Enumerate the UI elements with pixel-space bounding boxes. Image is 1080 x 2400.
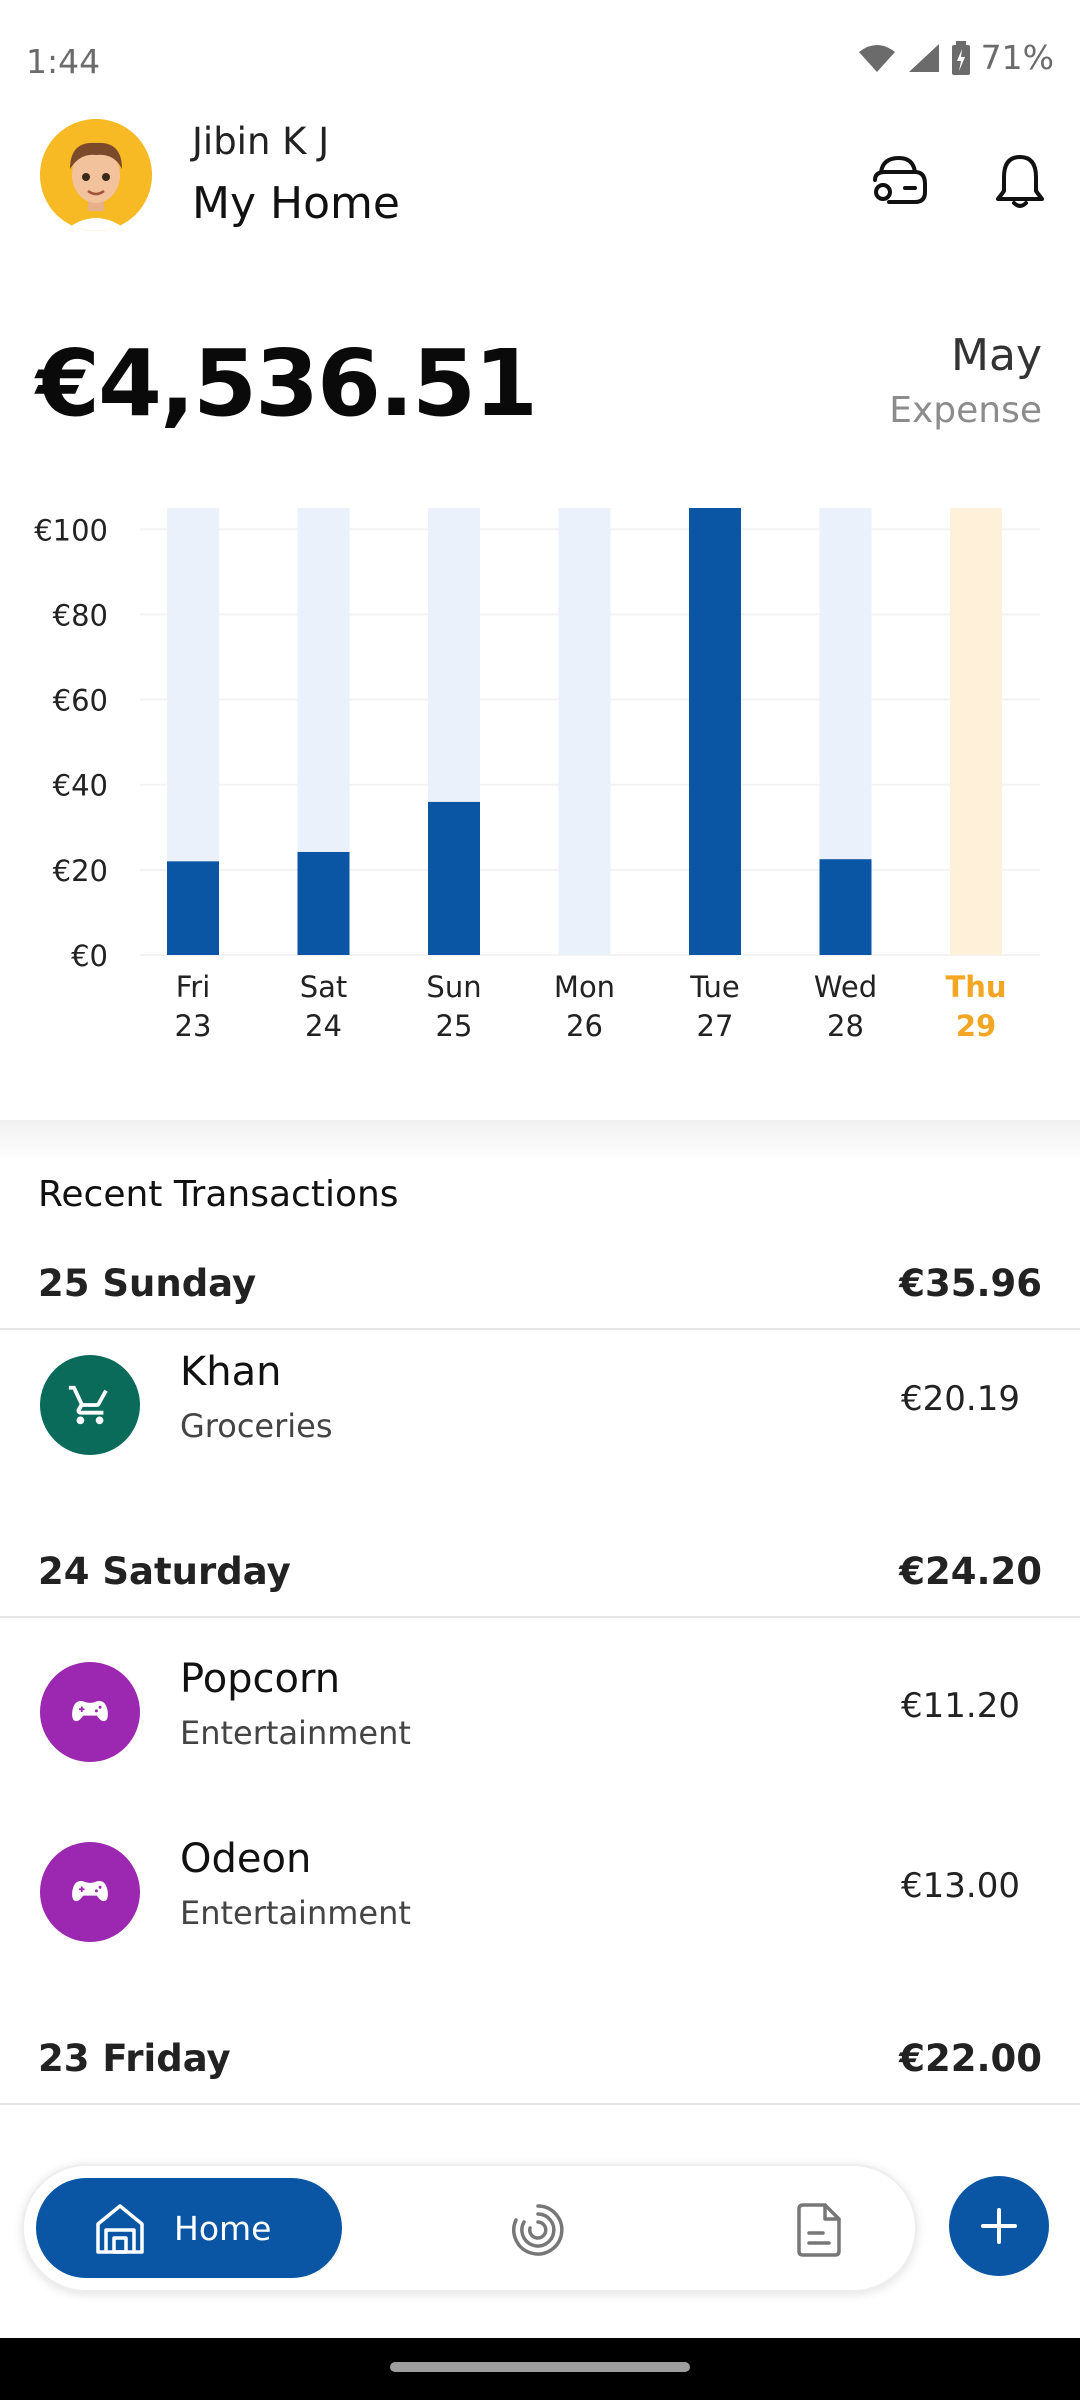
expense-summary: €4,536.51 May Expense bbox=[0, 300, 1080, 460]
bar[interactable] bbox=[297, 851, 350, 955]
x-tick-day-number: 24 bbox=[305, 1009, 342, 1043]
shopping-cart-icon bbox=[68, 1385, 108, 1425]
home-name[interactable]: My Home bbox=[192, 178, 400, 229]
user-name: Jibin K J bbox=[192, 120, 330, 163]
home-icon bbox=[96, 2204, 144, 2254]
x-tick-day-name: Mon bbox=[554, 970, 615, 1004]
transaction-title: Khan bbox=[180, 1349, 282, 1395]
transaction-item[interactable]: Khan Groceries €20.19 bbox=[0, 1335, 1080, 1465]
add-transaction-button[interactable] bbox=[949, 2176, 1049, 2276]
transaction-item[interactable]: Popcorn Entertainment €11.20 bbox=[0, 1642, 1080, 1772]
y-tick-label: €60 bbox=[53, 684, 108, 718]
piggy-bank-button[interactable] bbox=[865, 146, 935, 216]
x-tick-day-name: Sun bbox=[426, 970, 481, 1004]
x-tick-day-number: 27 bbox=[697, 1009, 734, 1043]
x-tick-day-name: Fri bbox=[176, 970, 211, 1004]
plus-icon bbox=[981, 2208, 1017, 2244]
day-total: €22.00 bbox=[899, 2037, 1042, 2080]
transaction-category: Entertainment bbox=[180, 1894, 411, 1932]
bar-track[interactable] bbox=[950, 508, 1002, 955]
y-tick-label: €0 bbox=[71, 939, 108, 973]
day-total: €24.20 bbox=[899, 1550, 1042, 1593]
category-icon-wrapper bbox=[40, 1842, 140, 1942]
status-bar: 1:44 71% bbox=[0, 0, 1080, 110]
bar-track[interactable] bbox=[558, 508, 611, 955]
x-tick-day-name: Tue bbox=[689, 970, 740, 1004]
total-expense-amount: €4,536.51 bbox=[36, 330, 538, 437]
battery-icon bbox=[951, 40, 970, 75]
weekly-expense-chart: €100 €80 €60 €40 €20 €0 Fri 23 Sat 24 Sun 25 Mon 26 Tu… bbox=[0, 480, 1080, 1120]
header: Jibin K J My Home bbox=[0, 110, 1080, 270]
day-group-header: 25 Sunday €35.96 bbox=[0, 1240, 1080, 1330]
signal-icon bbox=[908, 43, 939, 72]
transaction-title: Popcorn bbox=[180, 1656, 341, 1702]
bar[interactable] bbox=[689, 508, 741, 955]
bar[interactable] bbox=[819, 859, 872, 955]
wifi-icon bbox=[858, 44, 895, 72]
x-tick-day-number: 23 bbox=[175, 1009, 212, 1043]
nav-home-label: Home bbox=[174, 2208, 272, 2248]
x-tick-day-number: 25 bbox=[436, 1009, 473, 1043]
bar[interactable] bbox=[167, 861, 219, 955]
day-group-header: 23 Friday €22.00 bbox=[0, 2015, 1080, 2105]
system-navigation-bar bbox=[0, 2338, 1080, 2400]
y-tick-label: €40 bbox=[53, 769, 108, 803]
category-icon-wrapper bbox=[40, 1662, 140, 1762]
transaction-title: Odeon bbox=[180, 1836, 312, 1882]
day-label: 23 Friday bbox=[38, 2037, 231, 2080]
day-group-header: 24 Saturday €24.20 bbox=[0, 1528, 1080, 1618]
nav-home-tab[interactable]: Home bbox=[36, 2178, 342, 2278]
x-tick-day-name: Thu bbox=[945, 970, 1006, 1004]
section-divider bbox=[0, 1120, 1080, 1160]
transaction-category: Entertainment bbox=[180, 1714, 411, 1752]
transaction-amount: €20.19 bbox=[901, 1379, 1020, 1419]
x-tick-day-number: 26 bbox=[566, 1009, 603, 1043]
y-tick-label: €100 bbox=[34, 513, 108, 547]
month-selector[interactable]: May bbox=[951, 330, 1042, 381]
day-label: 25 Sunday bbox=[38, 1262, 257, 1305]
x-tick-day-number: 28 bbox=[827, 1009, 864, 1043]
recent-transactions-heading: Recent Transactions bbox=[38, 1174, 399, 1215]
status-icons: 71% bbox=[857, 38, 1054, 77]
period-type-label: Expense bbox=[889, 390, 1042, 431]
x-tick-day-name: Wed bbox=[814, 970, 877, 1004]
avatar[interactable] bbox=[40, 119, 152, 231]
notifications-button[interactable] bbox=[985, 146, 1055, 216]
transaction-amount: €13.00 bbox=[901, 1866, 1020, 1906]
battery-percentage: 71% bbox=[980, 38, 1054, 77]
x-tick-day-name: Sat bbox=[300, 970, 348, 1004]
bar-chart: €100 €80 €60 €40 €20 €0 Fri 23 Sat 24 Sun 25 Mon 26 Tu… bbox=[34, 508, 1040, 1043]
status-time: 1:44 bbox=[26, 42, 101, 81]
nav-reports-tab[interactable] bbox=[779, 2190, 859, 2270]
bell-icon bbox=[996, 155, 1044, 208]
nav-analytics-tab[interactable] bbox=[498, 2190, 578, 2270]
bar[interactable] bbox=[428, 801, 480, 955]
x-tick-day-number: 29 bbox=[956, 1009, 996, 1043]
y-tick-label: €20 bbox=[53, 854, 108, 888]
document-icon bbox=[797, 2203, 841, 2257]
avatar-illustration-icon bbox=[40, 119, 152, 231]
transaction-item[interactable]: Odeon Entertainment €13.00 bbox=[0, 1822, 1080, 1952]
day-label: 24 Saturday bbox=[38, 1550, 291, 1593]
gamepad-icon bbox=[72, 1701, 108, 1722]
transaction-amount: €11.20 bbox=[901, 1686, 1020, 1726]
gesture-home-pill[interactable] bbox=[390, 2362, 690, 2372]
piggy-bank-icon bbox=[873, 156, 927, 204]
bottom-navigation: Home bbox=[22, 2164, 917, 2292]
spinner-chart-icon bbox=[512, 2204, 564, 2256]
category-icon-wrapper bbox=[40, 1355, 140, 1455]
gamepad-icon bbox=[72, 1881, 108, 1902]
transaction-category: Groceries bbox=[180, 1407, 333, 1445]
y-tick-label: €80 bbox=[53, 598, 108, 632]
day-total: €35.96 bbox=[899, 1262, 1042, 1305]
